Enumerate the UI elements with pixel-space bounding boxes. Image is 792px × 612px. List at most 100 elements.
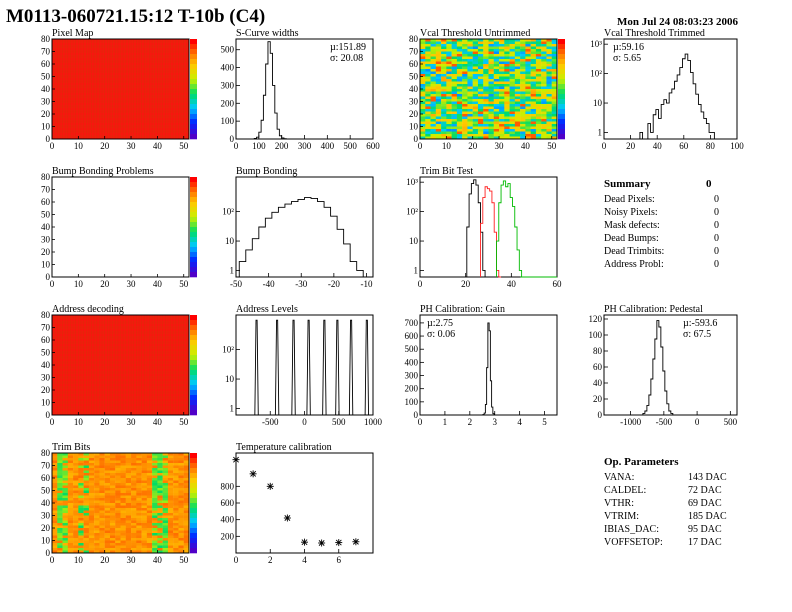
op-parameters-panel: Op. Parameters VANA: 143 DAC CALDEL: 72 … <box>604 456 744 556</box>
vcal-untrimmed-cell <box>530 39 537 42</box>
vcal-untrimmed-cell <box>477 39 484 42</box>
trim-bits-cell <box>120 508 126 511</box>
trim-bits-cell <box>78 548 84 551</box>
trim-bits-cell <box>67 503 74 506</box>
trim-bits-cell <box>131 455 137 459</box>
vcal-untrimmed-cell <box>535 101 542 105</box>
trim-bits-cell <box>62 523 69 526</box>
trim-bits-cell <box>173 510 179 514</box>
vcal-untrimmed-cell <box>499 61 505 65</box>
trim-bits-cell <box>178 533 184 536</box>
trim-bits-cell <box>94 545 100 549</box>
vcal-untrimmed-cell <box>541 51 547 55</box>
pixel-map-colorbar-segment <box>190 54 197 60</box>
trim-bits-cell <box>131 520 137 524</box>
trim-bits-cell <box>152 503 158 506</box>
vcal-untrimmed-cell <box>425 56 431 60</box>
vcal-untrimmed-cell <box>420 74 426 77</box>
address-decoding-colorbar-segment <box>190 315 197 321</box>
trim-bits-cell <box>52 463 58 466</box>
vcal-trimmed-x-tick-label: 20 <box>626 141 636 151</box>
trim-bits-cell <box>183 525 190 529</box>
temperature-point-stroke <box>301 539 308 546</box>
trim-bits-cell <box>62 490 69 494</box>
trim-bit-test-y-tick-label: 10² <box>406 207 418 217</box>
trim-bits-cell <box>157 545 163 549</box>
pixel-map-colorbar-segment <box>190 44 197 50</box>
trim-bits-cell <box>109 525 116 529</box>
trim-bits-cell <box>167 473 174 476</box>
vcal-untrimmed-cell <box>546 61 552 65</box>
trim-bits-cell <box>83 483 90 486</box>
trim-bits-cell <box>173 460 179 464</box>
trim-bits-cell <box>88 510 95 514</box>
vcal-untrimmed-cell <box>514 114 521 117</box>
bump-problems-y-tick-label: 60 <box>41 197 51 207</box>
trim-bits-cell <box>136 485 142 489</box>
trim-bits-cell <box>141 495 148 499</box>
trim-bits-cell <box>52 543 58 546</box>
vcal-trimmed-x-tick-label: 60 <box>679 141 689 151</box>
scurve-widths-x-tick-label: 0 <box>234 141 239 151</box>
vcal-untrimmed-cell <box>509 104 516 107</box>
summary-row-value: 0 <box>714 220 719 231</box>
trim-bits-cell <box>94 543 100 546</box>
address-decoding-colorbar-segment <box>190 340 197 346</box>
vcal-untrimmed-cell <box>514 119 521 122</box>
trim-bits-cell <box>157 530 163 534</box>
vcal-untrimmed-cell <box>425 39 431 42</box>
vcal-untrimmed-cell <box>446 56 452 60</box>
bump-problems-y-tick-label: 30 <box>41 235 51 245</box>
trim-bits-cell <box>67 478 74 481</box>
vcal-untrimmed-cell <box>509 109 516 112</box>
trim-bits-cell <box>57 498 63 501</box>
trim-bits-cell <box>131 453 137 456</box>
trim-bits-colorbar-segment <box>190 498 197 504</box>
trim-bits-cell <box>115 475 121 479</box>
trim-bits-cell <box>141 540 148 544</box>
vcal-untrimmed-cell <box>499 114 505 117</box>
trim-bits-cell <box>125 520 132 524</box>
vcal-trimmed-frame <box>603 38 738 140</box>
trim-bits-cell <box>183 510 190 514</box>
trim-bits-cell <box>141 545 148 549</box>
trim-bits-cell <box>99 495 105 499</box>
trim-bits-cell <box>131 540 137 544</box>
trim-bits-cell <box>57 475 63 479</box>
trim-bits-cell <box>94 550 100 554</box>
bump-bonding-y-tick-label: 1 <box>230 265 235 275</box>
trim-bits-cell <box>162 518 169 521</box>
vcal-untrimmed-cell <box>514 59 521 62</box>
trim-bits-cell <box>125 505 132 509</box>
trim-bits-cell <box>120 520 126 524</box>
scurve-widths-x-tick-label: 600 <box>366 141 380 151</box>
bump-problems-colorbar-segment <box>190 217 197 223</box>
vcal-untrimmed-cell <box>520 46 526 50</box>
trim-bits-cell <box>94 470 100 474</box>
trim-bits-cell <box>73 545 79 549</box>
vcal-untrimmed-cell <box>425 54 431 57</box>
trim-bits-cell <box>62 473 69 476</box>
trim-bits-cell <box>67 523 74 526</box>
vcal-untrimmed-cell <box>451 46 458 50</box>
trim-bits-colorbar-segment <box>190 548 197 554</box>
vcal-untrimmed-cell <box>425 64 431 67</box>
trim-bits-cell <box>62 465 69 469</box>
trim-bits-cell <box>52 488 58 491</box>
vcal-untrimmed-cell <box>483 96 489 100</box>
bump-problems-colorbar-segment <box>190 272 197 278</box>
vcal-untrimmed-cell <box>430 81 437 85</box>
trim-bits-cell <box>62 463 69 466</box>
trim-bits-cell <box>120 545 126 549</box>
vcal-untrimmed-cell <box>483 101 489 105</box>
vcal-untrimmed-cell <box>472 99 479 102</box>
vcal-untrimmed-cell <box>430 126 437 130</box>
trim-bits-cell <box>78 470 84 474</box>
vcal-untrimmed-cell <box>509 49 516 52</box>
trim-bits-cell <box>183 548 190 551</box>
trim-bits-cell <box>88 518 95 521</box>
trim-bits-cell <box>88 520 95 524</box>
trim-bits-cell <box>88 543 95 546</box>
trim-bits-cell <box>94 465 100 469</box>
trim-bits-cell <box>162 500 169 504</box>
